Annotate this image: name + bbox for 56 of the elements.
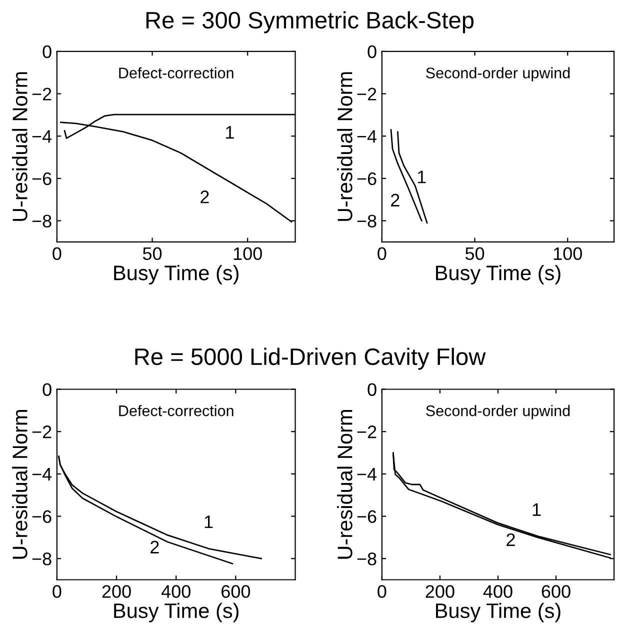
chart-title: Re = 5000 Lid-Driven Cavity Flow: [135, 348, 486, 370]
y-tick-label: 0: [42, 383, 52, 396]
x-tick-label: 200: [102, 585, 131, 598]
x-tick-label: 600: [222, 585, 250, 598]
y-tick-label: −6: [357, 172, 376, 186]
y-axis-title: U-residual Norm: [337, 410, 352, 559]
y-axis-title: U-residual Norm: [12, 72, 28, 221]
x-axis-title: Busy Time (s): [114, 602, 238, 622]
annotation: 2: [150, 540, 159, 554]
y-tick-label: −2: [32, 88, 52, 100]
x-tick-label: 0: [52, 585, 62, 598]
y-tick-label: −2: [357, 88, 376, 100]
chart-title: Re = 300 Symmetric Back-Step: [146, 11, 474, 34]
y-tick-label: −4: [357, 468, 377, 480]
y-tick-label: −4: [357, 130, 377, 143]
x-tick-label: 200: [426, 585, 454, 598]
annotation: 2: [200, 190, 209, 204]
x-tick-label: 400: [161, 585, 190, 598]
x-axis-title: Busy Time (s): [114, 265, 238, 284]
x-tick-label: 50: [142, 247, 162, 260]
y-axis-title: U-residual Norm: [337, 72, 352, 221]
y-tick-label: −6: [32, 510, 52, 523]
y-tick-label: 0: [368, 45, 376, 58]
y-tick-label: −4: [32, 130, 52, 143]
y-axis-title: U-residual Norm: [12, 410, 28, 559]
x-tick-label: 100: [234, 247, 262, 260]
annotation: 1: [532, 503, 541, 516]
y-tick-label: −8: [32, 552, 52, 566]
y-tick-label: −8: [357, 552, 376, 566]
x-tick-label: 0: [52, 247, 62, 260]
annotation: 1: [226, 126, 234, 139]
annotation: Second-order upwind: [426, 67, 570, 82]
y-tick-label: −4: [32, 468, 52, 480]
annotation: 1: [204, 516, 213, 528]
y-tick-label: −8: [357, 214, 376, 228]
annotation: 2: [506, 533, 515, 546]
x-axis-title: Busy Time (s): [436, 265, 560, 284]
x-tick-label: 600: [542, 585, 570, 598]
annotation: Second-order upwind: [426, 404, 570, 420]
x-tick-label: 0: [378, 585, 386, 598]
y-tick-label: −2: [32, 426, 52, 438]
y-tick-label: −2: [357, 426, 376, 438]
x-tick-label: 400: [483, 585, 512, 598]
annotation: 1: [418, 170, 426, 184]
annotation: 2: [391, 194, 400, 206]
y-tick-label: 0: [42, 45, 52, 58]
y-tick-label: −6: [32, 172, 52, 186]
y-tick-label: 0: [368, 383, 376, 396]
annotation: Defect-correction: [119, 404, 234, 416]
x-tick-label: 100: [554, 247, 582, 260]
x-axis-title: Busy Time (s): [436, 602, 560, 622]
annotation: Defect-correction: [119, 67, 234, 78]
x-tick-label: 50: [465, 247, 484, 260]
x-tick-label: 0: [378, 247, 386, 260]
y-tick-label: −6: [357, 510, 376, 523]
y-tick-label: −8: [32, 214, 52, 228]
